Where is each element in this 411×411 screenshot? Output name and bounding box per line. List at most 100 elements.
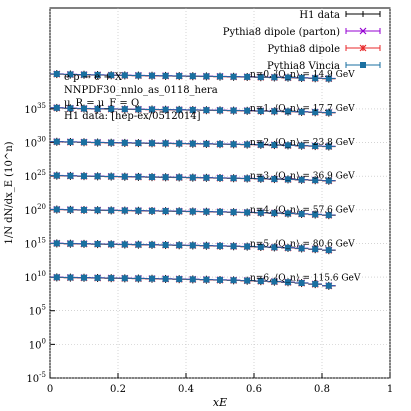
series-pythia8-vincia [50, 104, 336, 116]
bin-label: n=1, ⟨Q_n⟩ = 17.7 GeV [250, 104, 355, 114]
annotation-line: H1 data: [hep-ex/0512014] [64, 111, 201, 122]
data-point [257, 175, 264, 182]
bin-group-1 [50, 103, 336, 117]
data-point [162, 275, 169, 282]
data-point [271, 142, 278, 149]
data-point [257, 243, 264, 250]
data-point [189, 174, 196, 181]
x-tick-label: 0.6 [246, 384, 262, 395]
data-point [285, 74, 291, 81]
data-point [67, 206, 74, 213]
data-point [53, 71, 60, 78]
data-point [271, 278, 278, 285]
data-point [230, 107, 237, 114]
series-pythia8-vincia [50, 274, 336, 289]
x-tick-label: 0.8 [314, 384, 330, 395]
data-point [53, 240, 60, 247]
data-point [298, 176, 305, 183]
y-tick-label: 1030 [24, 136, 46, 150]
data-point [121, 241, 128, 248]
data-point [325, 282, 332, 289]
data-point [298, 142, 305, 149]
data-point [325, 247, 332, 254]
data-point [271, 74, 278, 81]
data-point [271, 244, 278, 251]
data-point [135, 207, 142, 214]
y-tick-label: 1015 [24, 236, 46, 250]
bin-label: n=3, ⟨Q_n⟩ = 36.9 GeV [250, 172, 355, 182]
data-point [217, 276, 223, 283]
data-point [176, 174, 183, 181]
data-point [285, 279, 291, 286]
data-point [67, 105, 74, 112]
data-point [176, 208, 183, 215]
data-point [230, 277, 237, 284]
data-point [244, 209, 251, 216]
y-axis-label: 1/N dN/dx_E (10^n) [4, 141, 15, 244]
data-point [121, 139, 128, 146]
data-point [257, 278, 264, 285]
data-point [135, 140, 142, 147]
bin-group-4 [50, 205, 336, 220]
data-point [53, 104, 60, 111]
bin-group-3 [50, 171, 336, 185]
data-point [94, 71, 101, 78]
data-point [189, 106, 196, 113]
bin-label: n=6, ⟨Q_n⟩ = 115.6 GeV [250, 273, 361, 283]
data-point [108, 105, 115, 112]
data-point [135, 72, 142, 79]
data-point [244, 107, 251, 114]
x-tick-label: 0.2 [110, 384, 126, 395]
data-point [135, 275, 142, 282]
data-point [94, 207, 101, 214]
bin-label: n=5, ⟨Q_n⟩ = 80.6 GeV [250, 239, 355, 249]
data-point [312, 109, 319, 116]
data-point [108, 173, 115, 180]
data-point [162, 140, 169, 147]
data-point [217, 107, 223, 114]
data-point [121, 106, 128, 113]
data-point [81, 105, 87, 112]
legend-label: Pythia8 dipole [267, 44, 340, 55]
data-point [325, 177, 332, 184]
data-point [121, 72, 128, 79]
data-point [189, 208, 196, 215]
data-point [149, 241, 155, 248]
series-pythia8-vincia [50, 172, 336, 184]
data-point [217, 208, 223, 215]
data-point [67, 274, 74, 281]
data-point [271, 108, 278, 115]
data-point [67, 240, 74, 247]
series-pythia8-vincia [50, 138, 336, 150]
data-point [285, 142, 291, 149]
data-point [108, 207, 115, 214]
data-point [312, 177, 319, 184]
legend-label: H1 data [299, 10, 340, 21]
data-point [312, 281, 319, 288]
y-tick-label: 1035 [24, 102, 46, 116]
data-point [203, 208, 210, 215]
data-point [162, 174, 169, 181]
data-point [203, 276, 210, 283]
data-point [257, 74, 264, 81]
legend-label: Pythia8 Vincia [267, 61, 340, 72]
data-point [149, 275, 155, 282]
data-point [285, 244, 291, 251]
data-point [162, 241, 169, 248]
data-point [189, 140, 196, 147]
data-point [149, 140, 155, 147]
data-point [203, 140, 210, 147]
data-point [230, 141, 237, 148]
data-point [298, 210, 305, 217]
y-tick-label: 105 [29, 304, 46, 318]
series-pythia8-vincia [50, 71, 336, 82]
bin-label: n=4, ⟨Q_n⟩ = 57.6 GeV [250, 206, 355, 216]
data-point [217, 242, 223, 249]
data-point [189, 276, 196, 283]
bin-group-2 [50, 137, 336, 151]
data-point [162, 106, 169, 113]
data-point [325, 109, 332, 116]
annotation-line: μ_R = μ_F = Q [64, 98, 139, 109]
data-point [244, 243, 251, 250]
